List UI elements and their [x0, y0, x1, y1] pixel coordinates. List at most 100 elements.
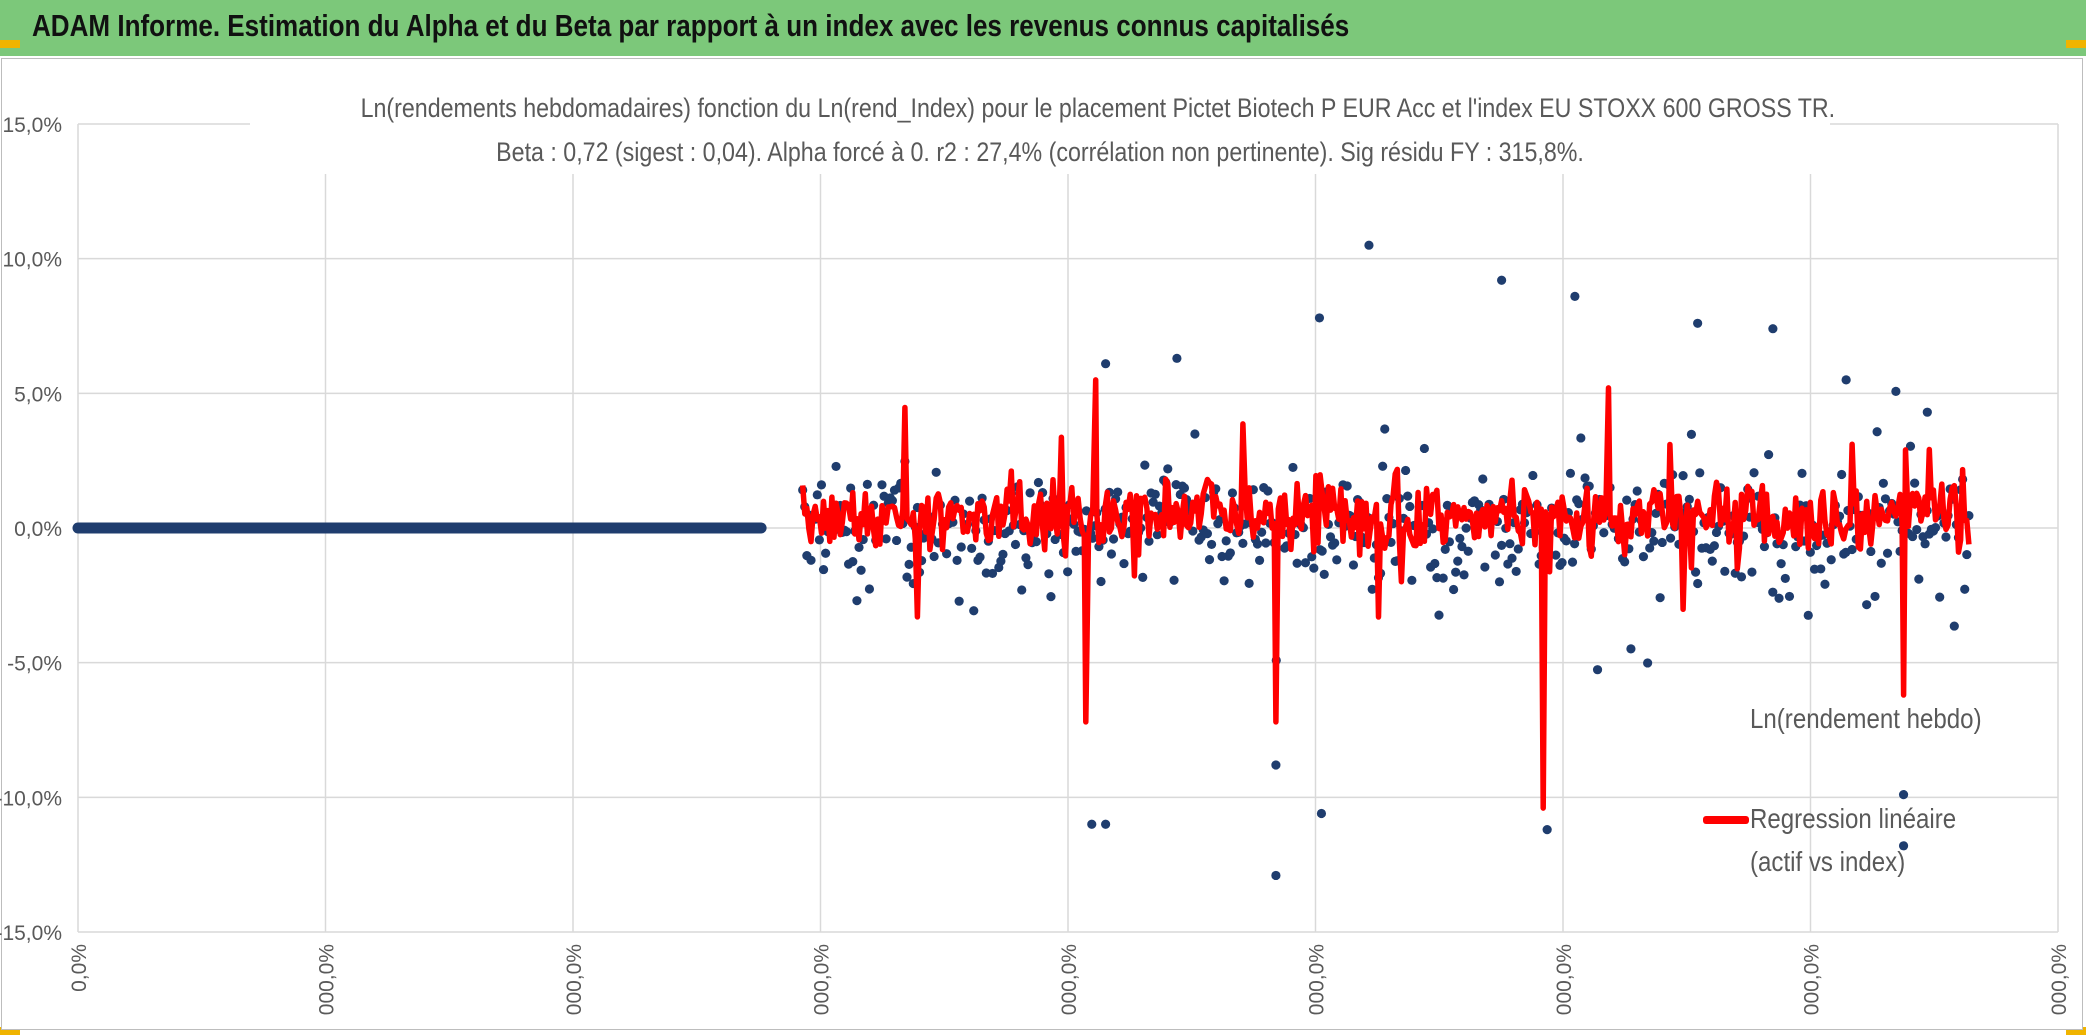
scatter-point [1063, 567, 1073, 577]
x-tick-label: 000,0% [2048, 944, 2071, 1015]
y-tick-label: 5,0% [14, 383, 62, 406]
scatter-point [1905, 441, 1916, 451]
scatter-point [1780, 573, 1790, 584]
scatter-point [1910, 478, 1920, 488]
scatter-point [1632, 486, 1642, 496]
scatter-point [1219, 576, 1229, 586]
scatter-point [1784, 591, 1795, 602]
scatter-point [806, 555, 816, 565]
scatter-point [1364, 240, 1374, 250]
scatter-point [1244, 578, 1254, 588]
scatter-point [1440, 544, 1450, 554]
scatter-point [1172, 353, 1182, 363]
scatter-point [1451, 567, 1461, 577]
scatter-point [831, 461, 841, 472]
scatter-point [1163, 464, 1173, 474]
scatter-point [1643, 658, 1653, 668]
scatter-point [1847, 544, 1857, 555]
scatter-point [1202, 528, 1213, 539]
scatter-point [1401, 465, 1411, 476]
regression-series [799, 377, 1972, 811]
scatter-point [1914, 574, 1924, 584]
scatter-point [1655, 593, 1665, 603]
scatter-point [1140, 460, 1150, 470]
scatter-point [1461, 523, 1471, 533]
scatter-point [1898, 841, 1909, 851]
scatter-point [1046, 592, 1056, 602]
scatter-point [1206, 539, 1217, 550]
x-tick-label: 000,0% [563, 944, 586, 1015]
scatter-point [1263, 486, 1273, 496]
x-tick-label: 000,0% [1306, 944, 1329, 1015]
scatter-point [818, 564, 829, 575]
scatter-point [1317, 546, 1327, 556]
scatter-point [1693, 578, 1703, 589]
scatter-point [1319, 569, 1329, 579]
scatter-point [1023, 560, 1033, 570]
scatter-point [1138, 572, 1148, 582]
scatter-point [1169, 575, 1179, 585]
scatter-point [1826, 555, 1836, 565]
x-tick-label: 000,0% [1801, 944, 1824, 1015]
scatter-point [1622, 495, 1632, 505]
scatter-point [1430, 558, 1440, 569]
scatter-point [1288, 462, 1298, 473]
x-axis-tick-labels: 0,0% 000,0% 000,0% 000,0% 000,0% 000,0% 000,0%… [68, 944, 2071, 1015]
scatter-point [1261, 538, 1271, 548]
scatter-point [1820, 579, 1830, 589]
scatter-point [1747, 567, 1757, 577]
scatter-point [1204, 555, 1215, 565]
regression-line [799, 377, 1972, 811]
scatter-point [1695, 468, 1705, 478]
chart-title-line-2: Beta : 0,72 (sigest : 0,04). Alpha forcé… [496, 137, 1584, 167]
scatter-point [1592, 665, 1603, 675]
scatter-point [1638, 552, 1649, 562]
scatter-point [902, 572, 912, 582]
scatter-point [1574, 499, 1584, 509]
scatter-point [1720, 566, 1730, 576]
corner-marker-bottom-right [2066, 1027, 2086, 1035]
scatter-point [1880, 494, 1891, 504]
scatter-point [862, 479, 872, 489]
scatter-point [1960, 584, 1970, 594]
chart-title: Ln(rendements hebdomadaires) fonction du… [250, 86, 1835, 174]
scatter-point [1882, 548, 1893, 558]
scatter-point [1494, 577, 1505, 587]
scatter-point [1448, 584, 1459, 595]
y-axis-tick-labels: 15,0% 10,0% 5,0% 0,0% -5,0% -10,0% -15,0% [0, 114, 62, 945]
scatter-point [1106, 549, 1117, 559]
x-tick-label: 000,0% [1553, 944, 1576, 1015]
corner-marker-bottom-left [0, 1027, 20, 1035]
scatter-point [864, 584, 875, 594]
scatter-point [1380, 424, 1390, 434]
corner-marker-top-right [2066, 40, 2086, 48]
scatter-point [1044, 569, 1054, 579]
scatter-point [1254, 555, 1265, 565]
scatter-point [814, 535, 824, 545]
scatter-point [1841, 375, 1851, 385]
scatter-point [1870, 591, 1880, 602]
scatter-point [848, 556, 858, 567]
scatter-point [1434, 610, 1444, 620]
x-tick-label: 000,0% [811, 944, 834, 1015]
scatter-point [1010, 539, 1021, 550]
scatter-point [816, 480, 827, 490]
scatter-point [1876, 558, 1886, 568]
scatter-point [854, 542, 864, 553]
scatter-point [1252, 539, 1263, 549]
scatter-point [1962, 549, 1972, 560]
scatter-point [1898, 790, 1909, 800]
scatter-point [1657, 537, 1667, 548]
scatter-point [1774, 593, 1784, 603]
scatter-point [967, 543, 977, 553]
scatter-point [1551, 550, 1561, 560]
scatter-point [969, 606, 979, 616]
scatter-point [887, 496, 897, 506]
scatter-point [904, 559, 914, 569]
scatter-point [975, 552, 985, 562]
scatter-point [1649, 536, 1659, 546]
legend-regression-label-2: (actif vs index) [1750, 846, 1906, 877]
scatter-point [1101, 359, 1111, 369]
scatter-point [1866, 546, 1876, 557]
scatter-point [877, 480, 887, 490]
